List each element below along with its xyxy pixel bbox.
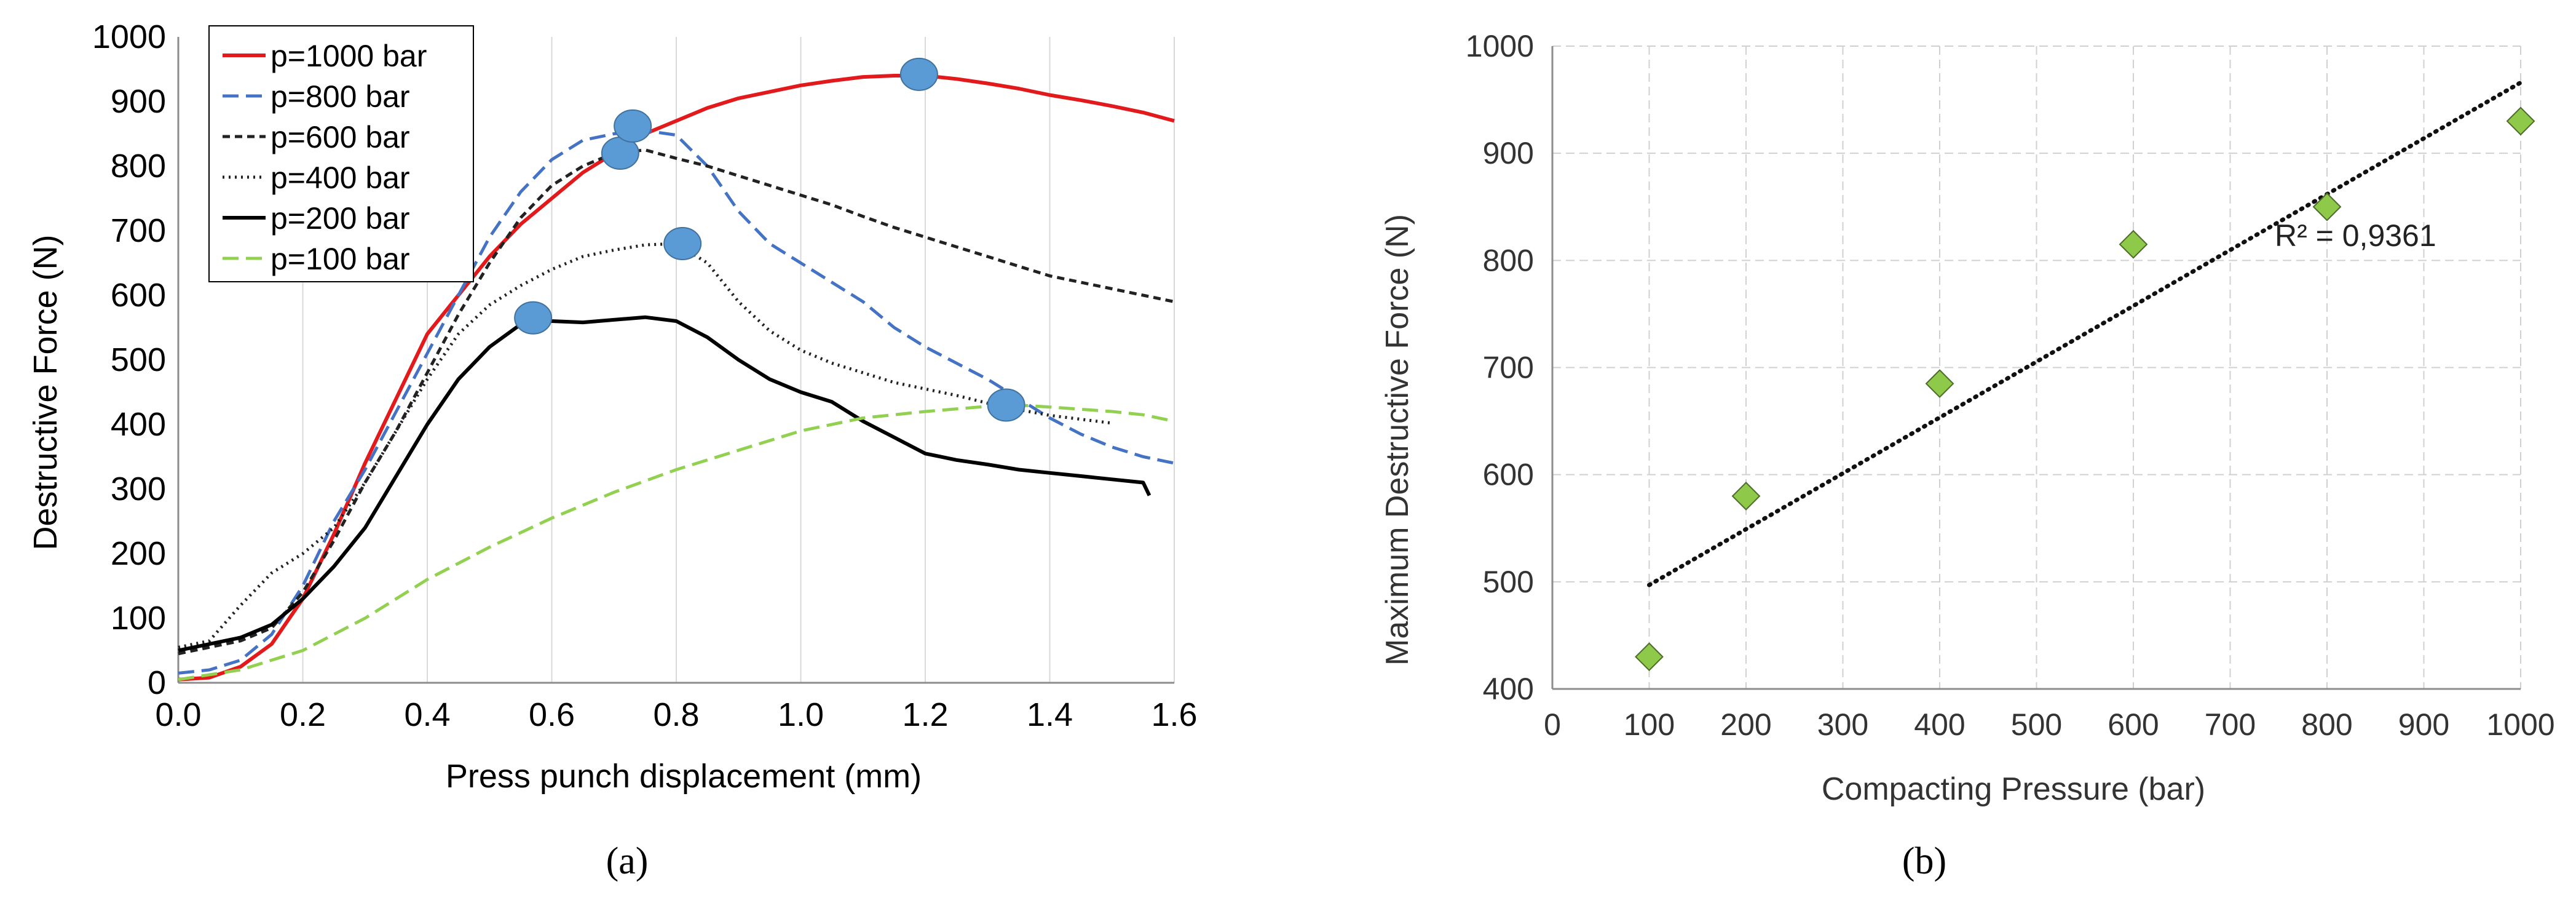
chart-b-x-tick-label: 100 [1624, 707, 1675, 742]
chart-a-y-tick-label: 300 [111, 471, 166, 507]
series-line-p-200-bar [178, 315, 1152, 653]
data-point-diamond [1925, 369, 1954, 399]
chart-a-x-tick-label: 1.4 [1027, 696, 1073, 733]
chart-b-y-tick-label: 700 [1483, 351, 1534, 385]
trendline-path [1647, 80, 2523, 587]
chart-a-x-tick-label: 1.2 [902, 696, 948, 733]
chart-b-x-tick-label: 300 [1817, 707, 1868, 742]
chart-a-y-tick-label: 500 [111, 341, 166, 378]
chart-b-x-ticks: 0 100 200 300 400 500 600 700 800 900 1000 [1544, 707, 2555, 742]
chart-b-x-tick-label: 600 [2108, 707, 2159, 742]
chart-a-x-tick-label: 1.0 [778, 696, 824, 733]
series-line-p-1000-bar [178, 74, 1175, 682]
chart-a-y-tick-label: 400 [111, 406, 166, 443]
legend-label: p=200 bar [271, 201, 410, 236]
peak-marker [663, 227, 702, 260]
legend-label: p=100 bar [271, 242, 410, 276]
chart-a-y-tick-label: 900 [111, 83, 166, 120]
chart-a-y-axis-title: Destructive Force (N) [27, 234, 64, 550]
chart-b: 0 100 200 300 400 500 600 700 800 900 1000 400 500 6… [1380, 29, 2555, 882]
chart-b-x-tick-label: 200 [1720, 707, 1771, 742]
chart-b-x-tick-label: 700 [2205, 707, 2256, 742]
chart-a-x-tick-label: 0.4 [404, 696, 450, 733]
chart-a-x-tick-label: 1.6 [1151, 696, 1197, 733]
chart-b-x-tick-label: 1000 [2486, 707, 2554, 742]
peak-marker [514, 301, 553, 335]
data-point-diamond [1635, 642, 1664, 672]
chart-b-y-tick-label: 400 [1483, 672, 1534, 706]
chart-a-y-tick-label: 0 [148, 664, 166, 701]
chart-a-y-tick-label: 700 [111, 212, 166, 249]
chart-b-y-tick-label: 1000 [1466, 29, 1534, 63]
chart-a-y-tick-label: 200 [111, 535, 166, 572]
chart-a-x-axis-title: Press punch displacement (mm) [446, 758, 922, 795]
chart-b-y-tick-label: 600 [1483, 458, 1534, 492]
chart-a-legend-box [208, 25, 474, 282]
series-line-p-400-bar [178, 242, 1113, 649]
peak-marker [987, 388, 1025, 422]
chart-b-gridlines [1552, 46, 2521, 689]
chart-b-panel-label: (b) [1902, 840, 1946, 882]
legend-label: p=800 bar [271, 79, 410, 114]
chart-b-x-tick-label: 800 [2301, 707, 2352, 742]
chart-b-axes [1551, 46, 2521, 690]
chart-b-x-tick-label: 0 [1544, 707, 1561, 742]
chart-b-y-axis-title: Maximum Destructive Force (N) [1380, 214, 1415, 666]
chart-a-y-tick-label: 800 [111, 148, 166, 185]
chart-a-series [178, 74, 1175, 682]
chart-b-x-axis-title: Compacting Pressure (bar) [1822, 771, 2205, 807]
chart-b-trendline-label: R² = 0,9361 [2275, 218, 2436, 253]
chart-b-x-tick-label: 900 [2398, 707, 2449, 742]
chart-a-x-tick-label: 0.0 [155, 696, 201, 733]
chart-b-x-tick-label: 400 [1914, 707, 1965, 742]
chart-b-points [1635, 106, 2535, 672]
legend-label: p=1000 bar [271, 39, 427, 73]
series-line-p-600-bar [178, 148, 1175, 656]
chart-a-y-tick-label: 1000 [92, 18, 166, 55]
chart-a-y-ticks: 0 100 200 300 400 500 600 700 800 900 1000 [92, 18, 166, 701]
chart-a-x-tick-label: 0.2 [280, 696, 326, 733]
chart-a-axes [177, 37, 1174, 684]
data-point-diamond [2506, 106, 2535, 136]
chart-a-y-tick-label: 100 [111, 600, 166, 637]
chart-a: 0.0 0.2 0.4 0.6 0.8 1.0 1.2 1.4 1.6 0 100 200 300 40… [27, 18, 1198, 882]
chart-a-x-tick-label: 0.8 [653, 696, 699, 733]
chart-a-y-tick-label: 600 [111, 277, 166, 314]
chart-b-trendline [1647, 80, 2523, 587]
data-point-diamond [2119, 229, 2148, 259]
chart-a-peak-markers [514, 57, 1025, 422]
chart-b-y-tick-label: 500 [1483, 565, 1534, 599]
chart-b-y-ticks: 400 500 600 700 800 900 1000 [1466, 29, 1534, 706]
series-line-p-100-bar [178, 404, 1175, 682]
data-point-diamond [2312, 192, 2342, 221]
peak-marker [899, 57, 938, 91]
chart-a-x-ticks: 0.0 0.2 0.4 0.6 0.8 1.0 1.2 1.4 1.6 [155, 696, 1197, 733]
chart-a-panel-label: (a) [606, 840, 649, 882]
chart-b-y-tick-label: 800 [1483, 243, 1534, 277]
chart-a-x-tick-label: 0.6 [529, 696, 575, 733]
data-point-diamond [1731, 482, 1761, 511]
legend-label: p=600 bar [271, 120, 410, 154]
chart-b-x-tick-label: 500 [2011, 707, 2062, 742]
peak-marker [614, 109, 652, 143]
legend-label: p=400 bar [271, 161, 410, 195]
chart-b-y-tick-label: 900 [1483, 136, 1534, 170]
chart-a-legend: p=1000 bar p=800 bar p=600 bar p=400 bar p=2… [208, 25, 474, 282]
